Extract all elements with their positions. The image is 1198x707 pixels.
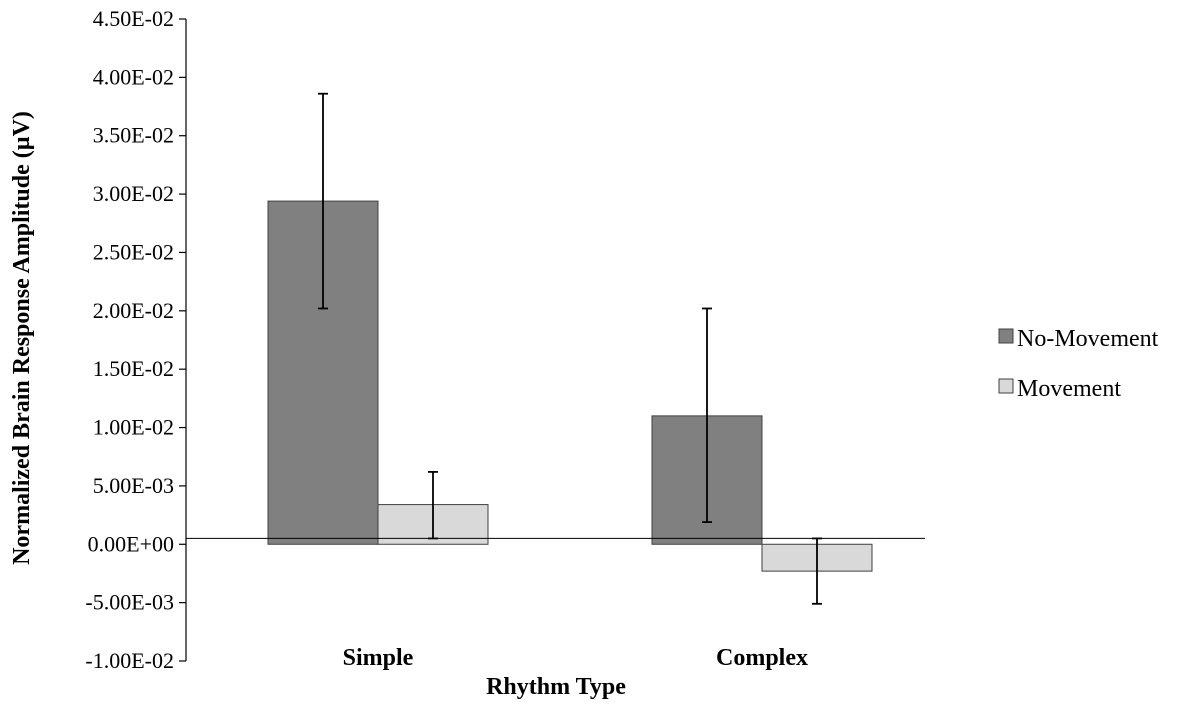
y-tick-label: 1.00E-02 [93,415,174,440]
legend-swatch [998,378,1014,394]
legend-label: Movement [1017,376,1121,402]
bars [267,200,873,572]
x-category-label: Complex [716,645,808,671]
y-tick-label: 3.50E-02 [93,123,174,148]
y-tick-label: 2.00E-02 [93,298,174,323]
y-tick-label: 4.00E-02 [93,64,174,89]
legend: No-Movement Movement [998,326,1159,402]
error-bars [318,92,822,605]
error-bar [318,92,328,310]
x-category-label: Simple [343,645,414,671]
y-tick-label: 3.00E-02 [93,181,174,206]
y-tick-label: 2.50E-02 [93,239,174,264]
y-tick-label: 0.00E+00 [88,531,174,556]
legend-item: No-Movement [998,326,1159,352]
y-tick-label: -1.00E-02 [85,648,174,673]
y-axis-title: Normalized Brain Response Amplitude (µV) [9,111,35,565]
y-axis-ticks: -1.00E-02 -5.00E-03 0.00E+00 5.00E-03 1.00E-… [85,6,186,673]
y-tick-label: 5.00E-03 [93,473,174,498]
legend-label: No-Movement [1017,326,1159,352]
legend-swatch [998,328,1014,344]
y-tick-label: 4.50E-02 [93,6,174,31]
error-bar [812,537,822,605]
error-bar [428,471,438,540]
error-bar [702,307,712,523]
y-tick-label: 1.50E-02 [93,356,174,381]
x-axis-title: Rhythm Type [486,674,626,700]
legend-item: Movement [998,376,1121,402]
x-axis-category-labels: Simple Complex [343,645,808,671]
y-tick-label: -5.00E-03 [85,590,174,615]
